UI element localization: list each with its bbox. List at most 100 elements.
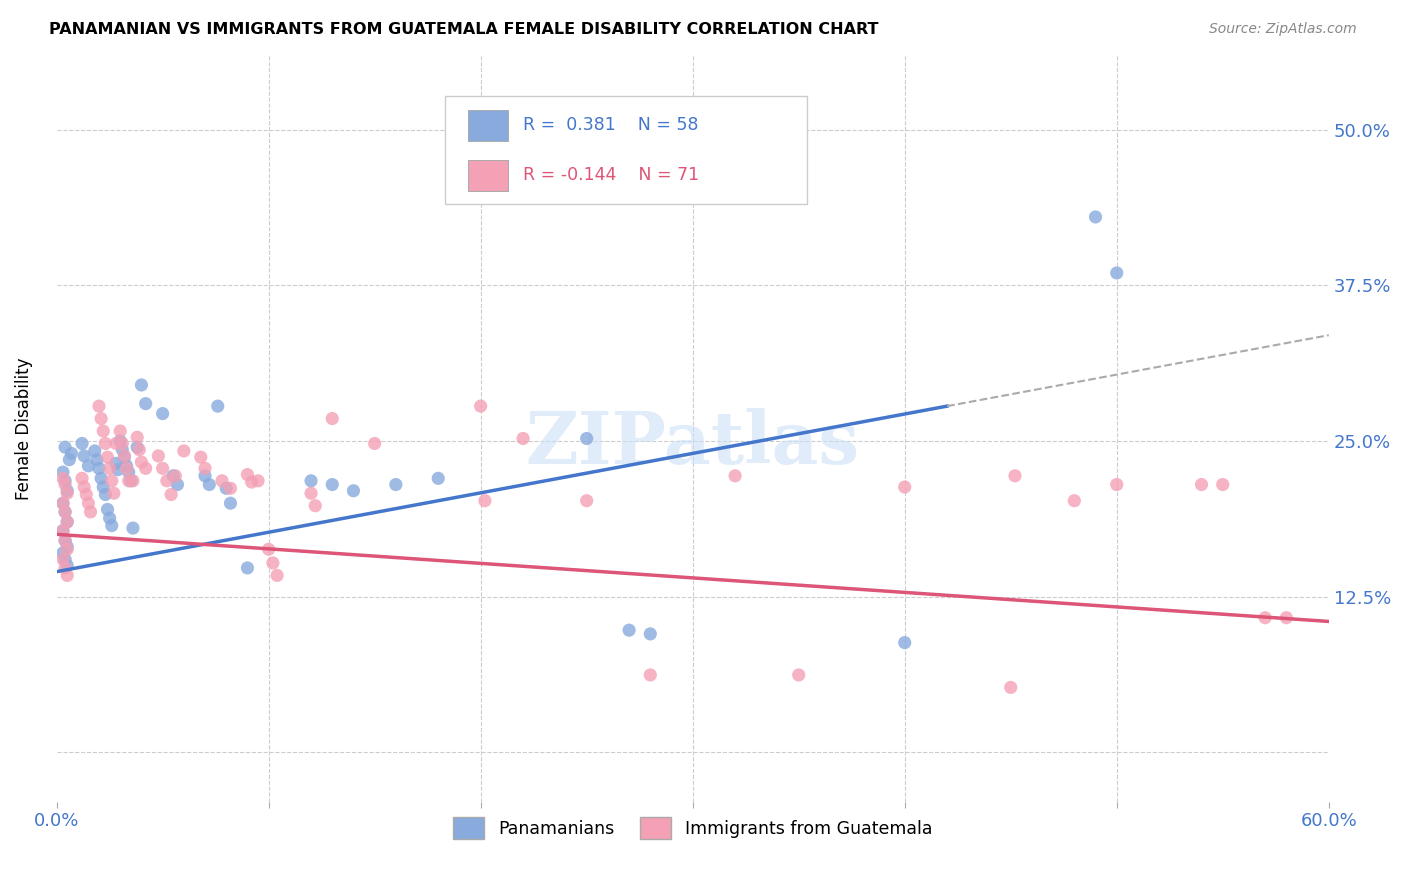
Bar bbox=[468, 160, 508, 191]
Point bbox=[262, 556, 284, 570]
Point bbox=[52, 552, 75, 566]
Point bbox=[122, 521, 145, 535]
Point bbox=[575, 432, 598, 446]
Point bbox=[53, 552, 76, 566]
Point bbox=[53, 505, 76, 519]
Point bbox=[98, 461, 121, 475]
Y-axis label: Female Disability: Female Disability bbox=[15, 358, 32, 500]
Point bbox=[247, 474, 270, 488]
Point bbox=[118, 474, 141, 488]
Point bbox=[194, 468, 217, 483]
Text: PANAMANIAN VS IMMIGRANTS FROM GUATEMALA FEMALE DISABILITY CORRELATION CHART: PANAMANIAN VS IMMIGRANTS FROM GUATEMALA … bbox=[49, 22, 879, 37]
Point bbox=[1191, 477, 1213, 491]
Text: R = -0.144    N = 71: R = -0.144 N = 71 bbox=[523, 167, 700, 185]
Point bbox=[96, 450, 118, 465]
Point bbox=[194, 461, 217, 475]
Point bbox=[94, 436, 117, 450]
Point bbox=[91, 480, 114, 494]
Point bbox=[70, 436, 93, 450]
Point bbox=[53, 561, 76, 575]
Point bbox=[103, 486, 125, 500]
Point bbox=[115, 458, 138, 473]
Point bbox=[91, 424, 114, 438]
Point bbox=[73, 449, 96, 463]
Point bbox=[52, 465, 75, 479]
Point bbox=[90, 471, 112, 485]
Point bbox=[165, 468, 187, 483]
Point bbox=[1000, 681, 1022, 695]
Point bbox=[470, 399, 492, 413]
Point bbox=[110, 434, 132, 448]
Point bbox=[166, 477, 188, 491]
Point bbox=[100, 474, 122, 488]
Point bbox=[56, 540, 79, 554]
Point bbox=[342, 483, 364, 498]
Point bbox=[110, 424, 132, 438]
FancyBboxPatch shape bbox=[444, 96, 807, 204]
Point bbox=[1004, 468, 1026, 483]
Point bbox=[96, 502, 118, 516]
Point bbox=[162, 468, 184, 483]
Point bbox=[56, 483, 79, 498]
Point bbox=[104, 436, 127, 450]
Point bbox=[77, 458, 100, 473]
Point bbox=[724, 468, 747, 483]
Point bbox=[52, 524, 75, 538]
Point bbox=[321, 411, 343, 425]
Point bbox=[114, 449, 136, 463]
Point bbox=[198, 477, 221, 491]
Point bbox=[118, 465, 141, 479]
Point bbox=[156, 474, 179, 488]
Point bbox=[427, 471, 450, 485]
Point bbox=[53, 533, 76, 548]
Point bbox=[617, 623, 640, 637]
Point bbox=[100, 518, 122, 533]
Point bbox=[131, 455, 153, 469]
Point bbox=[77, 496, 100, 510]
Point bbox=[75, 487, 97, 501]
Point bbox=[128, 442, 150, 457]
Point bbox=[207, 399, 229, 413]
Point bbox=[215, 481, 238, 495]
Point bbox=[60, 446, 83, 460]
Point bbox=[111, 436, 134, 450]
Point bbox=[120, 474, 142, 488]
Point bbox=[86, 452, 108, 467]
Point bbox=[173, 444, 195, 458]
Text: Source: ZipAtlas.com: Source: ZipAtlas.com bbox=[1209, 22, 1357, 37]
Point bbox=[52, 496, 75, 510]
Point bbox=[363, 436, 385, 450]
Point bbox=[219, 481, 242, 495]
Point bbox=[148, 449, 170, 463]
Point bbox=[219, 496, 242, 510]
Text: R =  0.381    N = 58: R = 0.381 N = 58 bbox=[523, 116, 699, 135]
Point bbox=[122, 474, 145, 488]
Point bbox=[135, 461, 157, 475]
Point bbox=[70, 471, 93, 485]
Point bbox=[1254, 611, 1277, 625]
Point bbox=[53, 477, 76, 491]
Point bbox=[56, 515, 79, 529]
Point bbox=[53, 533, 76, 548]
Point bbox=[299, 474, 322, 488]
Point bbox=[131, 378, 153, 392]
Point bbox=[52, 524, 75, 538]
Point bbox=[56, 542, 79, 557]
Text: ZIPatlas: ZIPatlas bbox=[526, 408, 859, 479]
Point bbox=[190, 450, 212, 465]
Point bbox=[1084, 210, 1107, 224]
Point bbox=[56, 558, 79, 573]
Point bbox=[73, 480, 96, 494]
Point bbox=[236, 561, 259, 575]
Point bbox=[52, 546, 75, 560]
Point bbox=[640, 627, 662, 641]
Point bbox=[56, 568, 79, 582]
Point bbox=[1275, 611, 1298, 625]
Point bbox=[114, 450, 136, 465]
Point bbox=[53, 440, 76, 454]
Point bbox=[240, 475, 263, 489]
Point bbox=[257, 542, 280, 557]
Point bbox=[266, 568, 288, 582]
Point bbox=[236, 467, 259, 482]
Point bbox=[152, 461, 174, 475]
